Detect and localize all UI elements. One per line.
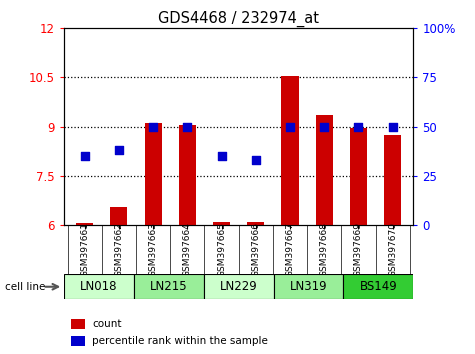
Point (286, 124, 294, 130)
Bar (134, 274, 204, 299)
Point (149, 124, 157, 130)
Text: GSM397661: GSM397661 (80, 222, 89, 277)
Title: GDS4468 / 232974_at: GDS4468 / 232974_at (158, 11, 319, 27)
Bar (274, 274, 343, 299)
Text: GSM397663: GSM397663 (149, 222, 158, 277)
Text: LN018: LN018 (80, 280, 118, 293)
Text: LN215: LN215 (150, 280, 188, 293)
Text: GSM397669: GSM397669 (354, 222, 363, 277)
Bar (110, 207, 127, 225)
Bar (282, 76, 299, 225)
Bar (76, 223, 93, 225)
Text: GSM397665: GSM397665 (217, 222, 226, 277)
Text: GSM397667: GSM397667 (285, 222, 294, 277)
Text: cell line: cell line (5, 282, 45, 292)
Text: LN319: LN319 (290, 280, 327, 293)
Point (321, 124, 328, 130)
Text: GSM397666: GSM397666 (251, 222, 260, 277)
Text: GSM397670: GSM397670 (388, 222, 397, 277)
Text: GSM397664: GSM397664 (183, 222, 192, 277)
Text: count: count (92, 319, 122, 329)
Point (252, 157, 260, 163)
Text: percentile rank within the sample: percentile rank within the sample (92, 336, 268, 346)
Bar (144, 123, 162, 225)
Bar (343, 274, 413, 299)
Point (81, 153, 88, 159)
Bar (71, 319, 85, 329)
Point (218, 153, 225, 159)
Text: GSM397662: GSM397662 (114, 222, 124, 277)
Text: BS149: BS149 (360, 280, 397, 293)
Point (355, 124, 362, 130)
Bar (204, 274, 274, 299)
Bar (64, 274, 134, 299)
Point (115, 147, 123, 153)
Bar (213, 222, 230, 225)
Bar (350, 128, 367, 225)
Point (389, 124, 397, 130)
Bar (384, 135, 401, 225)
Bar (71, 336, 85, 346)
Text: LN229: LN229 (220, 280, 257, 293)
Point (183, 124, 191, 130)
Bar (247, 222, 265, 225)
Bar (316, 115, 333, 225)
Text: GSM397668: GSM397668 (320, 222, 329, 277)
Bar (179, 125, 196, 225)
